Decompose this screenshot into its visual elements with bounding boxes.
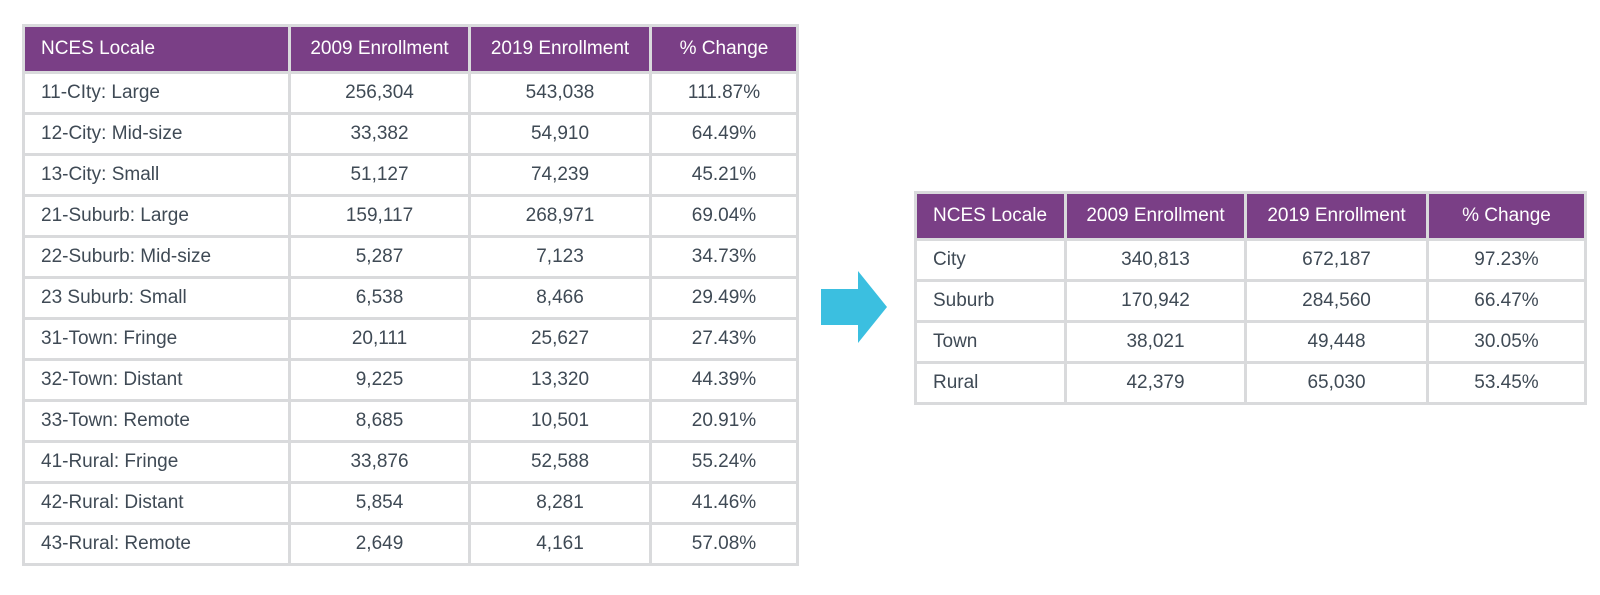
enrollment-2009-cell: 42,379 (1064, 361, 1247, 405)
percent-change-cell: 97.23% (1426, 238, 1587, 282)
table-row: 43-Rural: Remote 2,649 4,161 57.08% (22, 522, 799, 566)
enrollment-2019-cell: 7,123 (468, 235, 652, 279)
enrollment-2019-cell: 4,161 (468, 522, 652, 566)
column-header-percent-change: % Change (649, 24, 799, 74)
summary-locale-enrollment-table: NCES Locale 2009 Enrollment 2019 Enrollm… (914, 191, 1587, 405)
percent-change-cell: 41.46% (649, 481, 799, 525)
enrollment-2019-cell: 49,448 (1244, 320, 1429, 364)
locale-cell: Town (914, 320, 1067, 364)
locale-cell: Suburb (914, 279, 1067, 323)
enrollment-2009-cell: 340,813 (1064, 238, 1247, 282)
table-row: 33-Town: Remote 8,685 10,501 20.91% (22, 399, 799, 443)
enrollment-2019-cell: 10,501 (468, 399, 652, 443)
enrollment-2009-cell: 5,854 (288, 481, 471, 525)
enrollment-2009-cell: 5,287 (288, 235, 471, 279)
enrollment-2009-cell: 20,111 (288, 317, 471, 361)
enrollment-2019-cell: 672,187 (1244, 238, 1429, 282)
percent-change-cell: 55.24% (649, 440, 799, 484)
enrollment-2009-cell: 8,685 (288, 399, 471, 443)
locale-cell: 13-City: Small (22, 153, 291, 197)
percent-change-cell: 66.47% (1426, 279, 1587, 323)
enrollment-2009-cell: 256,304 (288, 71, 471, 115)
table-row: Rural 42,379 65,030 53.45% (914, 361, 1587, 405)
locale-cell: 23 Suburb: Small (22, 276, 291, 320)
enrollment-2009-cell: 2,649 (288, 522, 471, 566)
enrollment-2019-cell: 52,588 (468, 440, 652, 484)
enrollment-2019-cell: 54,910 (468, 112, 652, 156)
table-row: 11-CIty: Large 256,304 543,038 111.87% (22, 71, 799, 115)
enrollment-2019-cell: 25,627 (468, 317, 652, 361)
enrollment-2019-cell: 8,281 (468, 481, 652, 525)
enrollment-2019-cell: 74,239 (468, 153, 652, 197)
locale-cell: 42-Rural: Distant (22, 481, 291, 525)
enrollment-2009-cell: 170,942 (1064, 279, 1247, 323)
locale-cell: City (914, 238, 1067, 282)
table-row: 12-City: Mid-size 33,382 54,910 64.49% (22, 112, 799, 156)
percent-change-cell: 29.49% (649, 276, 799, 320)
table-header-row: NCES Locale 2009 Enrollment 2019 Enrollm… (22, 24, 799, 74)
locale-cell: 12-City: Mid-size (22, 112, 291, 156)
locale-cell: 43-Rural: Remote (22, 522, 291, 566)
enrollment-2009-cell: 6,538 (288, 276, 471, 320)
enrollment-2019-cell: 8,466 (468, 276, 652, 320)
detailed-locale-enrollment-table: NCES Locale 2009 Enrollment 2019 Enrollm… (22, 24, 799, 566)
locale-cell: Rural (914, 361, 1067, 405)
percent-change-cell: 69.04% (649, 194, 799, 238)
column-header-percent-change: % Change (1426, 191, 1587, 241)
percent-change-cell: 27.43% (649, 317, 799, 361)
percent-change-cell: 30.05% (1426, 320, 1587, 364)
table-row: 32-Town: Distant 9,225 13,320 44.39% (22, 358, 799, 402)
enrollment-2009-cell: 9,225 (288, 358, 471, 402)
percent-change-cell: 34.73% (649, 235, 799, 279)
locale-cell: 33-Town: Remote (22, 399, 291, 443)
table-row: 42-Rural: Distant 5,854 8,281 41.46% (22, 481, 799, 525)
enrollment-2019-cell: 65,030 (1244, 361, 1429, 405)
enrollment-2009-cell: 38,021 (1064, 320, 1247, 364)
table-row: 22-Suburb: Mid-size 5,287 7,123 34.73% (22, 235, 799, 279)
locale-cell: 41-Rural: Fringe (22, 440, 291, 484)
table-row: 21-Suburb: Large 159,117 268,971 69.04% (22, 194, 799, 238)
column-header-2019-enrollment: 2019 Enrollment (468, 24, 652, 74)
locale-cell: 22-Suburb: Mid-size (22, 235, 291, 279)
enrollment-2009-cell: 51,127 (288, 153, 471, 197)
table-row: 13-City: Small 51,127 74,239 45.21% (22, 153, 799, 197)
column-header-locale: NCES Locale (914, 191, 1067, 241)
table-row: 31-Town: Fringe 20,111 25,627 27.43% (22, 317, 799, 361)
enrollment-2009-cell: 159,117 (288, 194, 471, 238)
table-row: 41-Rural: Fringe 33,876 52,588 55.24% (22, 440, 799, 484)
table-row: 23 Suburb: Small 6,538 8,466 29.49% (22, 276, 799, 320)
enrollment-2019-cell: 268,971 (468, 194, 652, 238)
right-arrow-icon (821, 271, 887, 343)
percent-change-cell: 53.45% (1426, 361, 1587, 405)
percent-change-cell: 57.08% (649, 522, 799, 566)
enrollment-2019-cell: 284,560 (1244, 279, 1429, 323)
enrollment-2019-cell: 13,320 (468, 358, 652, 402)
column-header-locale: NCES Locale (22, 24, 291, 74)
locale-cell: 32-Town: Distant (22, 358, 291, 402)
locale-cell: 31-Town: Fringe (22, 317, 291, 361)
percent-change-cell: 45.21% (649, 153, 799, 197)
enrollment-2009-cell: 33,382 (288, 112, 471, 156)
column-header-2009-enrollment: 2009 Enrollment (1064, 191, 1247, 241)
column-header-2009-enrollment: 2009 Enrollment (288, 24, 471, 74)
enrollment-2009-cell: 33,876 (288, 440, 471, 484)
percent-change-cell: 44.39% (649, 358, 799, 402)
percent-change-cell: 111.87% (649, 71, 799, 115)
table-row: Town 38,021 49,448 30.05% (914, 320, 1587, 364)
column-header-2019-enrollment: 2019 Enrollment (1244, 191, 1429, 241)
percent-change-cell: 64.49% (649, 112, 799, 156)
table-row: Suburb 170,942 284,560 66.47% (914, 279, 1587, 323)
table-header-row: NCES Locale 2009 Enrollment 2019 Enrollm… (914, 191, 1587, 241)
percent-change-cell: 20.91% (649, 399, 799, 443)
locale-cell: 11-CIty: Large (22, 71, 291, 115)
table-row: City 340,813 672,187 97.23% (914, 238, 1587, 282)
locale-cell: 21-Suburb: Large (22, 194, 291, 238)
enrollment-2019-cell: 543,038 (468, 71, 652, 115)
